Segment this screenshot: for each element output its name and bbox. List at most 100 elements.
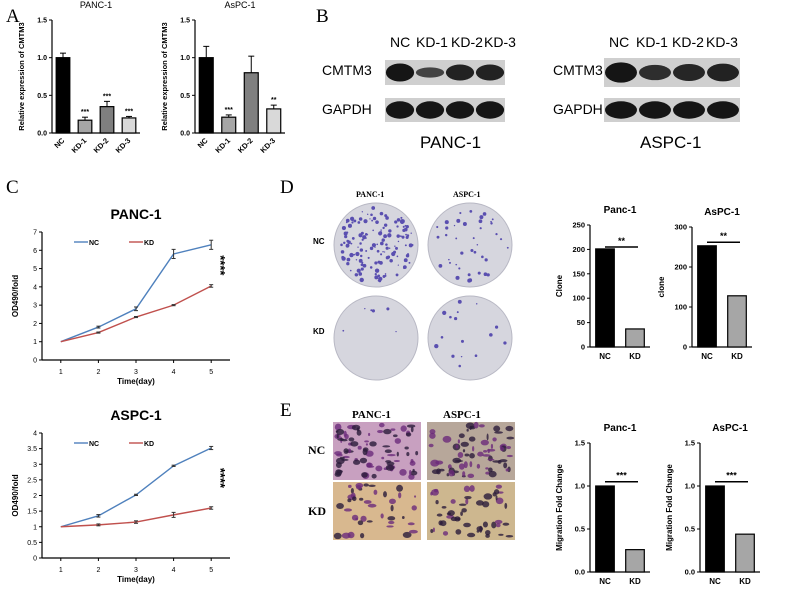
colony-row-label: NC [313, 237, 325, 246]
y-tick-label: 0 [581, 343, 585, 352]
y-tick-label: 0.5 [37, 93, 47, 100]
colony-dot [391, 251, 396, 257]
lane-label: KD-3 [706, 34, 738, 50]
migrated-cell [463, 485, 471, 493]
colony-dot [395, 273, 399, 277]
colony-dot [360, 231, 364, 235]
colony-dot [385, 243, 388, 246]
migrated-cell [429, 432, 436, 439]
migrated-cell [360, 533, 365, 539]
y-tick-label: 0.0 [685, 568, 695, 577]
migrated-cell [441, 505, 447, 509]
colony-dot [469, 209, 473, 213]
y-tick-label: 200 [674, 263, 687, 272]
migrated-cell [396, 451, 399, 457]
colony-dot [462, 221, 467, 226]
chart-D2: 0 100 200 300 AsPC-1 clone NC KD ** [657, 207, 752, 361]
colony-dot [349, 252, 354, 258]
migrated-cell [450, 499, 456, 504]
x-tick-label: KD [629, 352, 641, 361]
bar [77, 119, 93, 134]
colony-dot [385, 246, 389, 250]
lane-label: NC [609, 34, 629, 50]
migrated-cell [468, 436, 476, 442]
y-tick-label: 3.5 [27, 446, 37, 453]
y-tick-label: 1.5 [27, 509, 37, 516]
chart-E2: 0.0 0.5 1.0 1.5 AsPC-1 Migration Fold Change N… [665, 423, 760, 586]
migrated-cell [432, 527, 435, 533]
colony-dot [483, 272, 488, 277]
x-tick-label: 5 [209, 369, 213, 376]
colony-dot [389, 259, 393, 263]
colony-dot [359, 242, 362, 245]
colony-dot [367, 213, 369, 216]
x-tick-label: NC [701, 352, 713, 361]
migrated-cell [361, 472, 368, 478]
colony-dot [383, 251, 386, 253]
colony-dot [360, 263, 364, 267]
colony-dot [365, 249, 368, 252]
colony-dot [374, 275, 379, 280]
colony-dot [361, 238, 364, 241]
bar [727, 295, 747, 348]
colony-dot [372, 229, 374, 232]
significance-label: ** [271, 97, 277, 104]
migrated-cell [505, 534, 514, 538]
migrated-cell [366, 520, 373, 523]
colony-dot [494, 325, 499, 329]
row-label: CMTM3 [553, 62, 603, 78]
migrated-cell [499, 446, 505, 452]
colony-dot [475, 303, 478, 305]
x-tick-label: KD-1 [70, 136, 89, 155]
migrated-cell [333, 532, 342, 540]
colony-dot [380, 241, 384, 246]
colony-dot [346, 262, 350, 266]
colony-dot [357, 221, 361, 224]
migrated-cell [413, 495, 417, 498]
colony-dot [371, 243, 376, 248]
colony-dot [358, 217, 363, 221]
colony-dot [404, 244, 407, 247]
migrated-cell [428, 443, 434, 448]
migrated-cell [448, 470, 455, 477]
colony-dot [477, 271, 481, 275]
migrated-cell [404, 446, 409, 450]
migrated-cell [410, 470, 418, 476]
colony-dot [448, 261, 451, 264]
y-tick-label: 5 [33, 266, 37, 273]
migrated-cell [408, 474, 415, 480]
lane-label: KD-1 [416, 34, 448, 50]
migrated-cell [341, 458, 349, 461]
colony-dot [386, 307, 390, 311]
series-line [60, 507, 212, 528]
y-tick-label: 7 [33, 230, 37, 237]
significance-label: ** [618, 236, 626, 246]
migrated-cell [498, 533, 504, 536]
colony-dot [490, 220, 492, 223]
blot-band [673, 101, 705, 119]
blot-band [415, 101, 445, 119]
migrated-cell [460, 441, 469, 447]
bar [55, 57, 71, 134]
y-tick-label: 0.0 [180, 131, 190, 138]
colony-dot [367, 256, 370, 259]
migrated-cell [366, 462, 372, 468]
migrated-cell [383, 428, 392, 435]
migrated-cell [375, 465, 383, 472]
colony-dot [479, 227, 482, 230]
migrated-cell [365, 443, 369, 446]
colony-dot [382, 251, 384, 253]
significance-label: *** [125, 108, 133, 115]
colony-dot [405, 235, 409, 239]
colony-dot [482, 212, 487, 216]
colony-dot [383, 223, 388, 227]
x-tick-label: 4 [172, 369, 176, 376]
colony-dot [396, 218, 401, 222]
colony-dot [396, 225, 399, 228]
colony-dot [375, 220, 379, 224]
migrated-cell [405, 432, 412, 437]
migrated-cell [486, 448, 496, 452]
colony-dot [353, 253, 356, 256]
colony-dot [379, 260, 383, 265]
migrated-cell [368, 484, 376, 487]
